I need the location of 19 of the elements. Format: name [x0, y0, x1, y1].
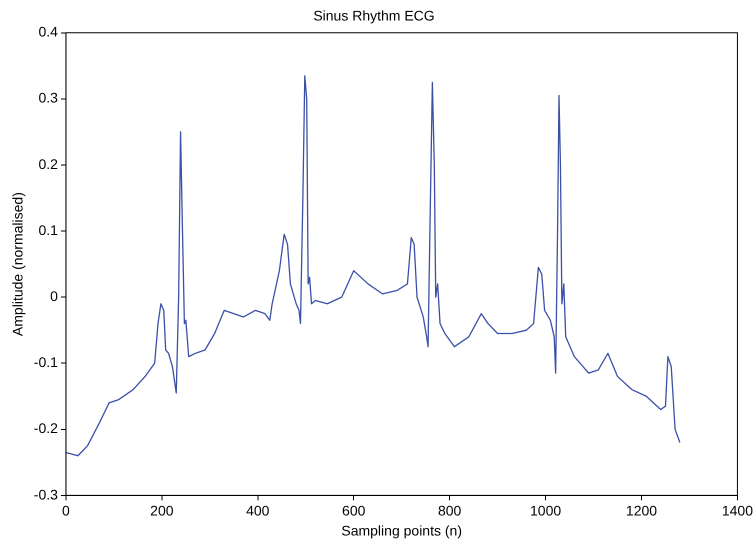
- x-tick-label: 0: [62, 502, 70, 519]
- x-tick-label: 1400: [722, 502, 754, 519]
- x-tick-label: 600: [342, 502, 366, 519]
- y-tick-label: -0.3: [34, 486, 58, 502]
- y-tick-label: -0.2: [34, 420, 58, 436]
- chart-title: Sinus Rhythm ECG: [313, 7, 435, 24]
- y-tick-label: 0: [50, 288, 58, 304]
- x-tick-label: 800: [438, 502, 462, 519]
- y-tick-label: -0.1: [34, 354, 58, 370]
- x-tick-label: 200: [150, 502, 174, 519]
- x-axis-title: Sampling points (n): [341, 522, 462, 538]
- y-tick-label: 0.4: [38, 24, 58, 40]
- y-axis-title: Amplitude (normalised): [9, 192, 26, 336]
- y-tick-label: 0.3: [38, 90, 58, 106]
- x-tick-label: 1000: [530, 502, 562, 519]
- y-tick-label: 0.2: [38, 156, 58, 172]
- x-tick-label: 1200: [626, 502, 658, 519]
- x-tick-label: 400: [246, 502, 270, 519]
- y-tick-label: 0.1: [38, 222, 58, 238]
